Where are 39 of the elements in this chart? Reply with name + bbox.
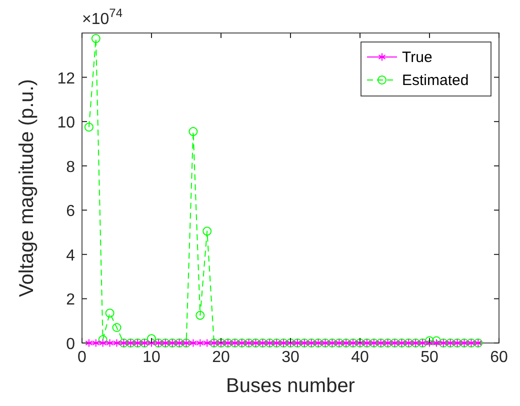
point xyxy=(112,323,122,332)
point xyxy=(106,338,114,348)
point xyxy=(196,310,205,320)
y-tick-label: 4 xyxy=(66,247,76,264)
point xyxy=(202,226,212,236)
x-axis-title: Buses number xyxy=(226,375,356,397)
point xyxy=(85,338,93,348)
y-axis-title: Voltage magnitude (p.u.) xyxy=(16,79,38,297)
point xyxy=(98,335,108,344)
point xyxy=(99,338,107,348)
point xyxy=(432,336,441,346)
x-tick-label: 60 xyxy=(490,349,508,366)
point xyxy=(196,338,204,348)
y-tick-label: 12 xyxy=(57,70,76,88)
point xyxy=(112,338,121,348)
point xyxy=(84,122,94,132)
y-tick-label: 0 xyxy=(66,336,76,353)
point xyxy=(188,127,198,136)
x-tick-label: 50 xyxy=(420,349,438,366)
legend-label: True xyxy=(402,49,432,66)
point xyxy=(425,336,434,346)
point xyxy=(105,308,114,318)
point xyxy=(203,338,211,348)
point xyxy=(432,338,440,348)
point xyxy=(92,338,100,348)
text: ×10$^{74}$ xyxy=(82,6,123,28)
x-tick-label: 10 xyxy=(142,349,160,366)
x-tick-label: 0 xyxy=(78,349,87,366)
y-tick-label: 6 xyxy=(66,203,76,220)
point xyxy=(91,34,100,44)
x-tick-label: 30 xyxy=(282,349,300,366)
y-tick-label: 2 xyxy=(66,292,76,309)
x-tick-label: 20 xyxy=(212,349,230,366)
y-tick-label: 8 xyxy=(66,158,76,176)
x-tick-label: 40 xyxy=(351,349,369,366)
legend-label: Estimated xyxy=(402,72,469,89)
point xyxy=(147,334,156,344)
point xyxy=(189,338,197,348)
y-tick-label: 10 xyxy=(57,114,76,132)
